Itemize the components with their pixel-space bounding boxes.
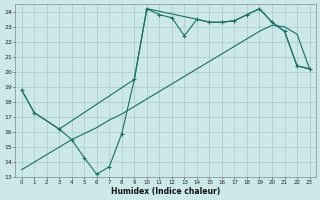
X-axis label: Humidex (Indice chaleur): Humidex (Indice chaleur)	[111, 187, 220, 196]
